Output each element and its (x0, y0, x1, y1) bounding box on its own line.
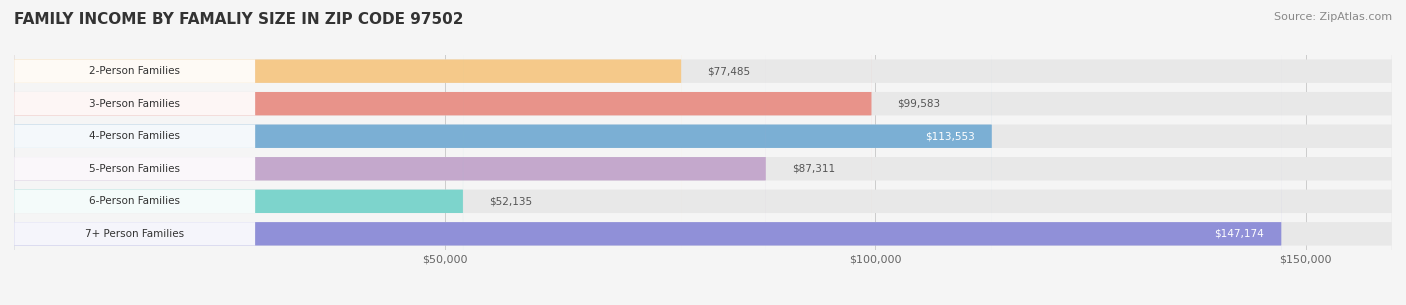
FancyBboxPatch shape (14, 0, 256, 305)
FancyBboxPatch shape (14, 0, 766, 305)
FancyBboxPatch shape (14, 0, 256, 305)
Text: $87,311: $87,311 (792, 164, 835, 174)
Text: 2-Person Families: 2-Person Families (89, 66, 180, 76)
Text: FAMILY INCOME BY FAMALIY SIZE IN ZIP CODE 97502: FAMILY INCOME BY FAMALIY SIZE IN ZIP COD… (14, 12, 464, 27)
FancyBboxPatch shape (14, 0, 1392, 305)
FancyBboxPatch shape (14, 0, 1392, 305)
Text: 4-Person Families: 4-Person Families (89, 131, 180, 141)
FancyBboxPatch shape (14, 0, 1281, 305)
FancyBboxPatch shape (14, 0, 256, 305)
FancyBboxPatch shape (14, 0, 1392, 305)
Text: $52,135: $52,135 (489, 196, 531, 206)
FancyBboxPatch shape (14, 0, 682, 305)
FancyBboxPatch shape (14, 0, 463, 305)
FancyBboxPatch shape (14, 0, 256, 305)
FancyBboxPatch shape (14, 0, 872, 305)
FancyBboxPatch shape (14, 0, 1392, 305)
FancyBboxPatch shape (14, 0, 1392, 305)
Text: $99,583: $99,583 (897, 99, 941, 109)
Text: Source: ZipAtlas.com: Source: ZipAtlas.com (1274, 12, 1392, 22)
Text: 6-Person Families: 6-Person Families (89, 196, 180, 206)
Text: $147,174: $147,174 (1215, 229, 1264, 239)
Text: 5-Person Families: 5-Person Families (89, 164, 180, 174)
Text: 3-Person Families: 3-Person Families (89, 99, 180, 109)
FancyBboxPatch shape (14, 0, 256, 305)
Text: 7+ Person Families: 7+ Person Families (84, 229, 184, 239)
FancyBboxPatch shape (14, 0, 1392, 305)
Text: $77,485: $77,485 (707, 66, 751, 76)
Text: $113,553: $113,553 (925, 131, 974, 141)
FancyBboxPatch shape (14, 0, 993, 305)
FancyBboxPatch shape (14, 0, 256, 305)
